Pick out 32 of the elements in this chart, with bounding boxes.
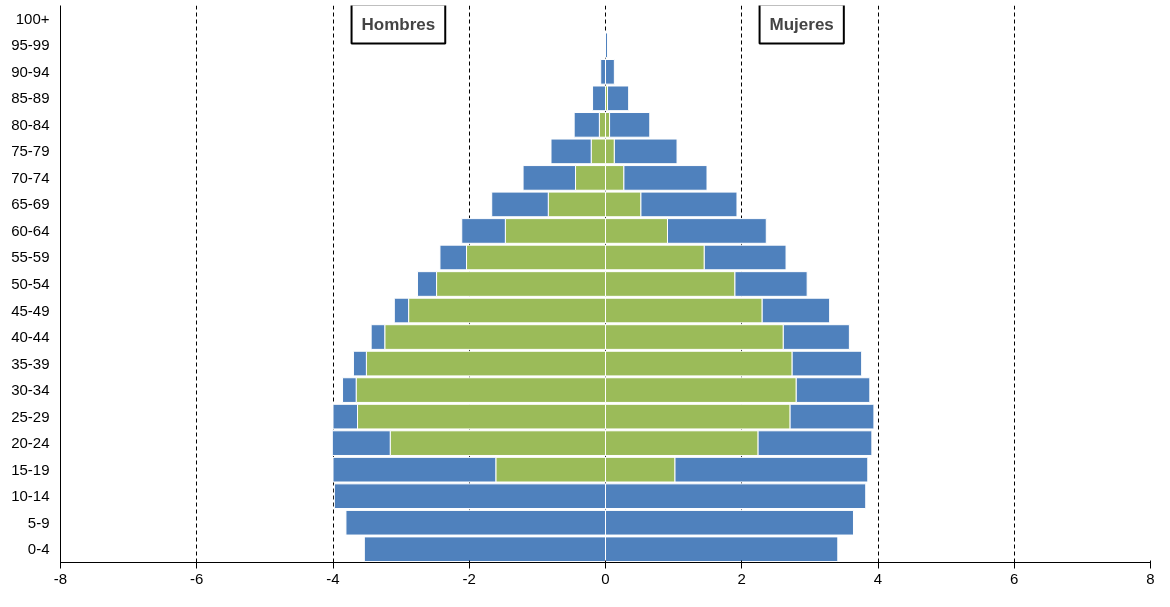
y-tick-label: 10-14 xyxy=(11,487,50,505)
y-tick-label: 55-59 xyxy=(11,248,50,266)
annotation: Hombres xyxy=(361,14,436,34)
y-tick-label: 30-34 xyxy=(11,381,50,399)
y-tick-label: 45-49 xyxy=(11,301,50,319)
annotation: Mujeres xyxy=(769,14,834,34)
y-tick-label: 60-64 xyxy=(11,221,50,239)
x-tick-label: -8 xyxy=(53,569,68,587)
y-tick-label: 0-4 xyxy=(27,540,50,558)
y-tick-label: 70-74 xyxy=(11,168,50,186)
x-tick-label: -2 xyxy=(462,569,476,587)
x-tick-label: -6 xyxy=(190,569,204,587)
x-tick-label: 6 xyxy=(1010,569,1019,587)
y-tick-label: 50-54 xyxy=(11,275,50,292)
x-tick-label: 2 xyxy=(737,569,746,587)
y-tick-label: 95-99 xyxy=(11,36,50,54)
y-tick-label: 20-24 xyxy=(11,434,50,452)
x-tick-label: 0 xyxy=(601,569,610,587)
y-tick-label: 35-39 xyxy=(11,354,50,372)
y-tick-label: 25-29 xyxy=(11,407,50,425)
y-tick-label: 65-69 xyxy=(11,195,50,213)
x-tick-label: 8 xyxy=(1146,569,1155,587)
y-tick-label: 40-44 xyxy=(11,328,50,346)
y-tick-label: 15-19 xyxy=(11,460,50,478)
y-tick-label: 75-79 xyxy=(11,142,50,160)
y-tick-label: 90-94 xyxy=(11,62,50,80)
x-tick-label: 4 xyxy=(873,569,883,587)
y-tick-label: 5-9 xyxy=(27,513,50,531)
y-tick-label: 80-84 xyxy=(11,115,50,133)
x-tick-label: -4 xyxy=(326,569,340,587)
y-tick-label: 100+ xyxy=(15,9,50,27)
y-tick-label: 85-89 xyxy=(11,89,50,107)
